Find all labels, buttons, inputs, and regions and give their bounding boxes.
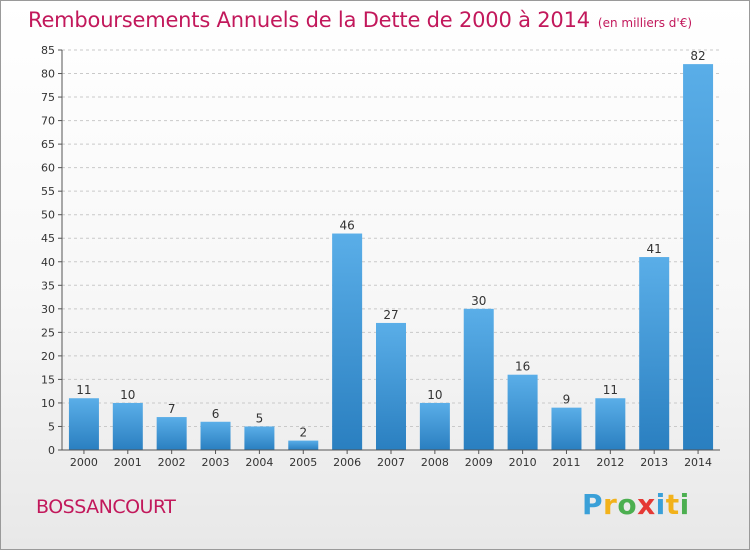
- bar: [288, 440, 319, 450]
- x-tick-label: 2011: [552, 456, 580, 469]
- chart-subtitle: (en milliers d'€): [597, 16, 693, 30]
- x-tick-label: 2007: [377, 456, 405, 469]
- bar: [683, 64, 714, 450]
- y-tick-label: 70: [41, 115, 55, 128]
- y-tick-label: 20: [41, 350, 55, 363]
- x-tick-label: 2000: [70, 456, 98, 469]
- data-label: 7: [168, 402, 176, 416]
- y-tick-label: 35: [41, 279, 55, 292]
- x-tick-label: 2010: [509, 456, 537, 469]
- logo-letter: o: [617, 488, 638, 521]
- data-label: 11: [603, 383, 618, 397]
- x-tick-label: 2008: [421, 456, 449, 469]
- data-label: 2: [299, 426, 307, 440]
- logo-letter: i: [655, 488, 666, 521]
- data-label: 6: [212, 407, 220, 421]
- x-tick-label: 2006: [333, 456, 361, 469]
- y-tick-label: 45: [41, 232, 55, 245]
- data-label: 46: [339, 219, 354, 233]
- x-tick-label: 2012: [596, 456, 624, 469]
- proxiti-logo: Proxiti: [582, 488, 690, 521]
- bar: [200, 421, 231, 450]
- chart-title-text: Remboursements Annuels de la Dette de 20…: [28, 8, 590, 32]
- bar: [332, 233, 363, 450]
- logo-letter: P: [582, 488, 604, 521]
- x-tick-label: 2001: [114, 456, 142, 469]
- chart-title: Remboursements Annuels de la Dette de 20…: [28, 8, 692, 32]
- x-tick-label: 2004: [245, 456, 273, 469]
- logo-letter: r: [603, 488, 618, 521]
- y-tick-label: 50: [41, 209, 55, 222]
- data-label: 5: [256, 411, 264, 425]
- x-tick-label: 2013: [640, 456, 668, 469]
- logo-letter: i: [679, 488, 690, 521]
- y-tick-label: 85: [41, 44, 55, 57]
- y-tick-label: 15: [41, 373, 55, 386]
- bar: [507, 374, 538, 450]
- data-label: 82: [690, 49, 705, 63]
- y-tick-label: 25: [41, 326, 55, 339]
- y-tick-label: 40: [41, 256, 55, 269]
- data-label: 41: [647, 242, 662, 256]
- bar: [551, 407, 582, 450]
- bar: [639, 257, 670, 450]
- y-tick-label: 55: [41, 185, 55, 198]
- data-label: 10: [120, 388, 135, 402]
- bar: [112, 402, 143, 450]
- data-label: 9: [563, 393, 571, 407]
- data-label: 30: [471, 294, 486, 308]
- y-tick-label: 10: [41, 397, 55, 410]
- data-label: 16: [515, 360, 530, 374]
- commune-name: BOSSANCOURT: [36, 496, 176, 518]
- logo-letter: x: [637, 488, 656, 521]
- bar: [156, 417, 187, 450]
- y-tick-label: 65: [41, 138, 55, 151]
- data-label: 27: [383, 308, 398, 322]
- x-tick-label: 2009: [465, 456, 493, 469]
- y-tick-label: 0: [48, 444, 55, 457]
- y-tick-label: 60: [41, 162, 55, 175]
- bar: [463, 308, 494, 450]
- x-tick-label: 2014: [684, 456, 712, 469]
- y-tick-label: 75: [41, 91, 55, 104]
- x-tick-label: 2002: [158, 456, 186, 469]
- bar: [595, 398, 626, 450]
- x-tick-label: 2005: [289, 456, 317, 469]
- bar-layer: [68, 64, 714, 450]
- bar: [419, 402, 450, 450]
- bar: [68, 398, 99, 450]
- bar: [376, 322, 406, 450]
- logo-letter: t: [665, 488, 680, 521]
- bar: [244, 426, 275, 450]
- x-tick-label: 2003: [202, 456, 230, 469]
- y-tick-label: 5: [48, 420, 55, 433]
- label-layer: 11 10 7 6 5 2 46 27 10 30 16 9 11 41 82: [76, 49, 705, 439]
- data-label: 10: [427, 388, 442, 402]
- y-tick-label: 30: [41, 303, 55, 316]
- y-tick-label: 80: [41, 68, 55, 81]
- data-label: 11: [76, 383, 91, 397]
